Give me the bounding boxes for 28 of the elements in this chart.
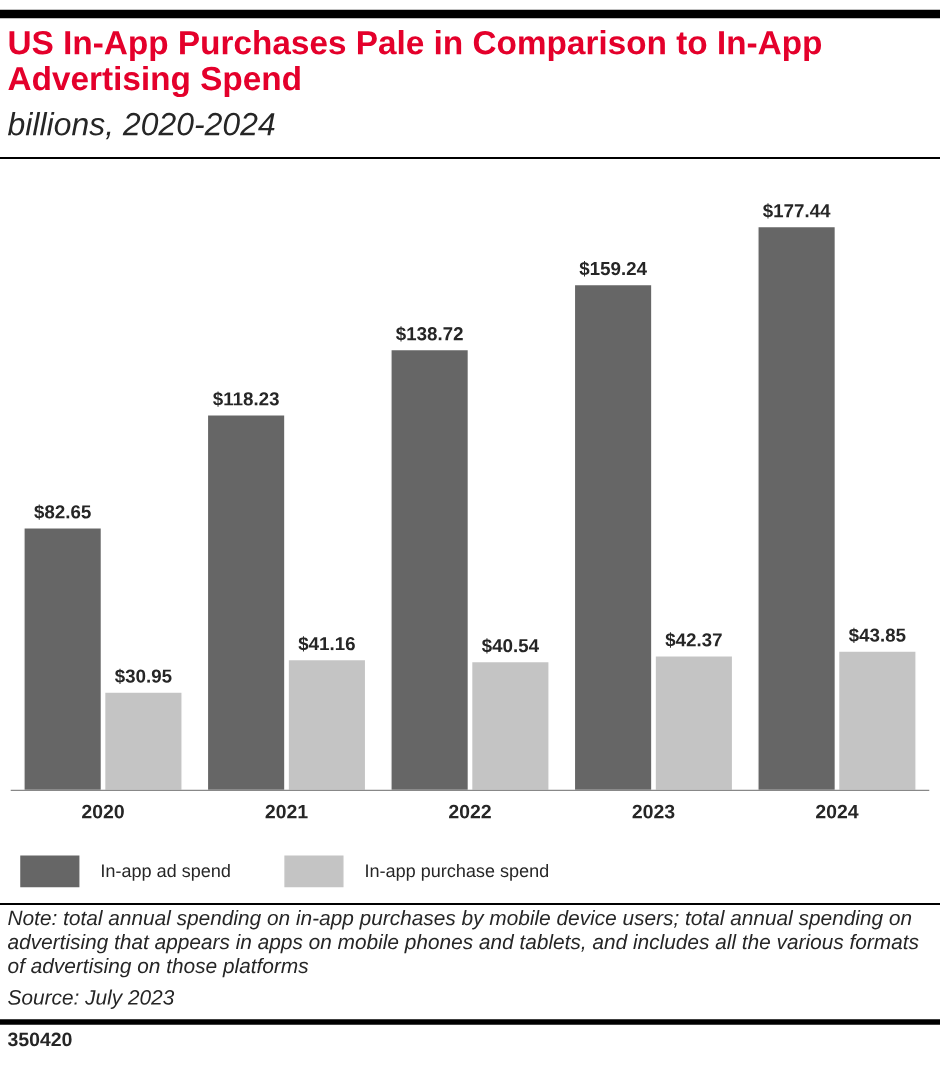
bar — [757, 225, 837, 791]
data-label: $42.37 — [665, 632, 722, 648]
data-label: $177.44 — [762, 203, 831, 219]
data-label: $138.72 — [395, 326, 463, 342]
legend-label: In-app purchase spend — [366, 863, 549, 881]
x-tick-label: 2023 — [632, 804, 675, 819]
data-label: $118.23 — [213, 391, 279, 407]
legend-label: In-app ad spend — [102, 863, 230, 881]
bar — [390, 348, 470, 791]
chart-title: US In-App Purchases Pale in Comparison to In-App Advertising Spend — [8, 30, 822, 98]
data-label: $40.54 — [481, 638, 539, 654]
text: 350420 — [7, 1032, 72, 1047]
data-label: $159.24 — [579, 261, 647, 277]
data-label: $82.65 — [34, 504, 91, 520]
data-label: $41.16 — [298, 636, 355, 652]
data-label: $43.85 — [848, 627, 906, 643]
chart-subtitle: billions, 2020-2024 — [7, 112, 275, 140]
text: Note: total annual spending on in-app purchases by mobile device users; total annual spending on advertising that appears in apps on mobile phones and tablets, and includes all the various formats of advertising on those platforms — [7, 910, 919, 978]
bar — [23, 527, 103, 791]
bar — [470, 660, 550, 791]
x-tick-label: 2020 — [82, 804, 124, 819]
data-label: $30.95 — [114, 668, 172, 684]
bar — [837, 650, 917, 791]
source-note: Source: July 2023 — [8, 989, 175, 1009]
bar — [103, 691, 183, 791]
x-tick-label: 2024 — [816, 804, 859, 819]
x-tick-label: 2021 — [265, 804, 308, 819]
x-tick-label: 2022 — [449, 804, 491, 819]
